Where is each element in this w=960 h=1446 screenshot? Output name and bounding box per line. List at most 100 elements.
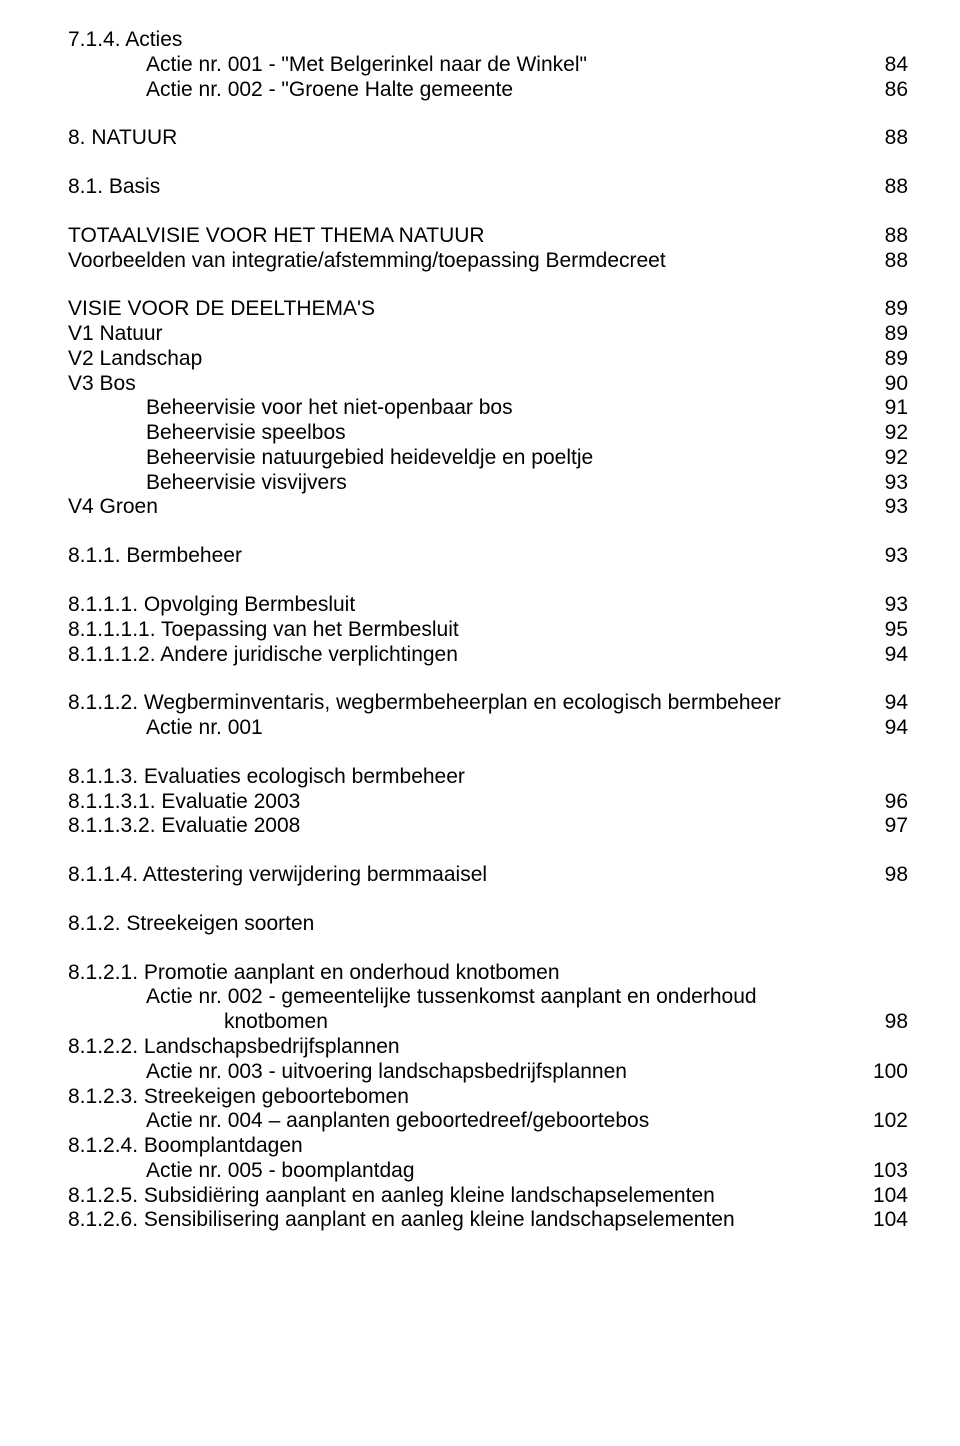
toc-page-number: 104	[838, 1208, 908, 1233]
toc-row: Actie nr. 00194	[68, 716, 908, 741]
toc-row: 8.1.1.1. Opvolging Bermbesluit93	[68, 593, 908, 618]
toc-row: V3 Bos90	[68, 372, 908, 397]
toc-label: 8.1.2.1. Promotie aanplant en onderhoud …	[68, 961, 838, 986]
toc-label: Actie nr. 004 – aanplanten geboortedreef…	[68, 1109, 838, 1134]
toc-row: 8.1.1.1.1. Toepassing van het Bermbeslui…	[68, 618, 908, 643]
toc-label: 8.1.1.2. Wegberminventaris, wegbermbehee…	[68, 691, 838, 716]
toc-row: 8.1.2.4. Boomplantdagen	[68, 1134, 908, 1159]
toc-row: V1 Natuur89	[68, 322, 908, 347]
toc-label: 8.1.2. Streekeigen soorten	[68, 912, 838, 937]
toc-page-number: 95	[838, 618, 908, 643]
toc-label: 8.1.2.4. Boomplantdagen	[68, 1134, 838, 1159]
toc-label: V1 Natuur	[68, 322, 838, 347]
toc-row: Beheervisie visvijvers93	[68, 471, 908, 496]
toc-label: Beheervisie natuurgebied heideveldje en …	[68, 446, 838, 471]
toc-row: knotbomen98	[68, 1010, 908, 1035]
toc-page-number: 89	[838, 322, 908, 347]
toc-row: Actie nr. 004 – aanplanten geboortedreef…	[68, 1109, 908, 1134]
toc-page-number: 100	[838, 1060, 908, 1085]
toc-row: Actie nr. 003 - uitvoering landschapsbed…	[68, 1060, 908, 1085]
toc-page-number: 94	[838, 643, 908, 668]
toc-label: Actie nr. 002 - gemeentelijke tussenkoms…	[68, 985, 838, 1010]
toc-label: 8. NATUUR	[68, 126, 838, 151]
toc-page-number: 86	[838, 78, 908, 103]
toc-row: 8.1.1.3.2. Evaluatie 200897	[68, 814, 908, 839]
toc-page-number: 104	[838, 1184, 908, 1209]
toc-page-number: 92	[838, 446, 908, 471]
toc-label: Beheervisie speelbos	[68, 421, 838, 446]
toc-label: Actie nr. 001 - "Met Belgerinkel naar de…	[68, 53, 838, 78]
toc-label: 8.1.2.2. Landschapsbedrijfsplannen	[68, 1035, 838, 1060]
toc-label: 8.1. Basis	[68, 175, 838, 200]
toc-label: V2 Landschap	[68, 347, 838, 372]
toc-label: Beheervisie voor het niet-openbaar bos	[68, 396, 838, 421]
toc-label: 8.1.1. Bermbeheer	[68, 544, 838, 569]
toc-page-number: 92	[838, 421, 908, 446]
toc-label: Beheervisie visvijvers	[68, 471, 838, 496]
toc-page-number: 93	[838, 593, 908, 618]
toc-label: Voorbeelden van integratie/afstemming/to…	[68, 249, 838, 274]
table-of-contents: 7.1.4. ActiesActie nr. 001 - "Met Belger…	[68, 28, 908, 1233]
toc-page-number: 90	[838, 372, 908, 397]
toc-label: V4 Groen	[68, 495, 838, 520]
toc-row: VISIE VOOR DE DEELTHEMA'S89	[68, 297, 908, 322]
toc-row: 8.1.2.1. Promotie aanplant en onderhoud …	[68, 961, 908, 986]
toc-row: Actie nr. 001 - "Met Belgerinkel naar de…	[68, 53, 908, 78]
toc-page-number: 102	[838, 1109, 908, 1134]
toc-row: 8.1.1.3.1. Evaluatie 200396	[68, 790, 908, 815]
toc-row: Actie nr. 002 - "Groene Halte gemeente86	[68, 78, 908, 103]
toc-label: TOTAALVISIE VOOR HET THEMA NATUUR	[68, 224, 838, 249]
toc-row: 8.1.1.1.2. Andere juridische verplichtin…	[68, 643, 908, 668]
toc-label: 8.1.1.3.2. Evaluatie 2008	[68, 814, 838, 839]
toc-row: 8.1.2.5. Subsidiëring aanplant en aanleg…	[68, 1184, 908, 1209]
toc-row: Voorbeelden van integratie/afstemming/to…	[68, 249, 908, 274]
toc-row: V4 Groen93	[68, 495, 908, 520]
toc-row: TOTAALVISIE VOOR HET THEMA NATUUR88	[68, 224, 908, 249]
toc-page-number: 94	[838, 716, 908, 741]
toc-row: 8.1.2. Streekeigen soorten	[68, 912, 908, 937]
toc-page-number: 97	[838, 814, 908, 839]
toc-label: 8.1.2.5. Subsidiëring aanplant en aanleg…	[68, 1184, 838, 1209]
toc-row: Beheervisie voor het niet-openbaar bos91	[68, 396, 908, 421]
toc-label: Actie nr. 001	[68, 716, 838, 741]
toc-page-number: 98	[838, 1010, 908, 1035]
toc-label: Actie nr. 005 - boomplantdag	[68, 1159, 838, 1184]
toc-page-number: 93	[838, 495, 908, 520]
toc-page-number: 93	[838, 471, 908, 496]
toc-page-number: 89	[838, 297, 908, 322]
toc-label: Actie nr. 003 - uitvoering landschapsbed…	[68, 1060, 838, 1085]
toc-row: 8.1.1.2. Wegberminventaris, wegbermbehee…	[68, 691, 908, 716]
toc-label: 7.1.4. Acties	[68, 28, 838, 53]
toc-row: 8.1. Basis88	[68, 175, 908, 200]
toc-row: Beheervisie natuurgebied heideveldje en …	[68, 446, 908, 471]
toc-label: VISIE VOOR DE DEELTHEMA'S	[68, 297, 838, 322]
toc-page-number: 93	[838, 544, 908, 569]
toc-label: V3 Bos	[68, 372, 838, 397]
toc-row: 8. NATUUR88	[68, 126, 908, 151]
toc-page-number: 91	[838, 396, 908, 421]
toc-page-number: 88	[838, 224, 908, 249]
toc-row: 8.1.1.4. Attestering verwijdering bermma…	[68, 863, 908, 888]
toc-page-number: 98	[838, 863, 908, 888]
toc-page-number: 88	[838, 175, 908, 200]
toc-row: 8.1.2.2. Landschapsbedrijfsplannen	[68, 1035, 908, 1060]
toc-row: V2 Landschap89	[68, 347, 908, 372]
toc-page-number: 88	[838, 126, 908, 151]
toc-page-number: 88	[838, 249, 908, 274]
toc-page-number: 103	[838, 1159, 908, 1184]
toc-row: 8.1.2.3. Streekeigen geboortebomen	[68, 1085, 908, 1110]
toc-page-number: 89	[838, 347, 908, 372]
toc-page-number: 96	[838, 790, 908, 815]
toc-label: 8.1.2.6. Sensibilisering aanplant en aan…	[68, 1208, 838, 1233]
toc-label: 8.1.1.1.1. Toepassing van het Bermbeslui…	[68, 618, 838, 643]
toc-label: knotbomen	[68, 1010, 838, 1035]
toc-row: Beheervisie speelbos92	[68, 421, 908, 446]
toc-label: 8.1.1.3.1. Evaluatie 2003	[68, 790, 838, 815]
toc-row: 8.1.1.3. Evaluaties ecologisch bermbehee…	[68, 765, 908, 790]
toc-row: Actie nr. 002 - gemeentelijke tussenkoms…	[68, 985, 908, 1010]
toc-label: Actie nr. 002 - "Groene Halte gemeente	[68, 78, 838, 103]
toc-row: 8.1.2.6. Sensibilisering aanplant en aan…	[68, 1208, 908, 1233]
toc-row: 7.1.4. Acties	[68, 28, 908, 53]
toc-row: Actie nr. 005 - boomplantdag103	[68, 1159, 908, 1184]
toc-label: 8.1.1.1. Opvolging Bermbesluit	[68, 593, 838, 618]
